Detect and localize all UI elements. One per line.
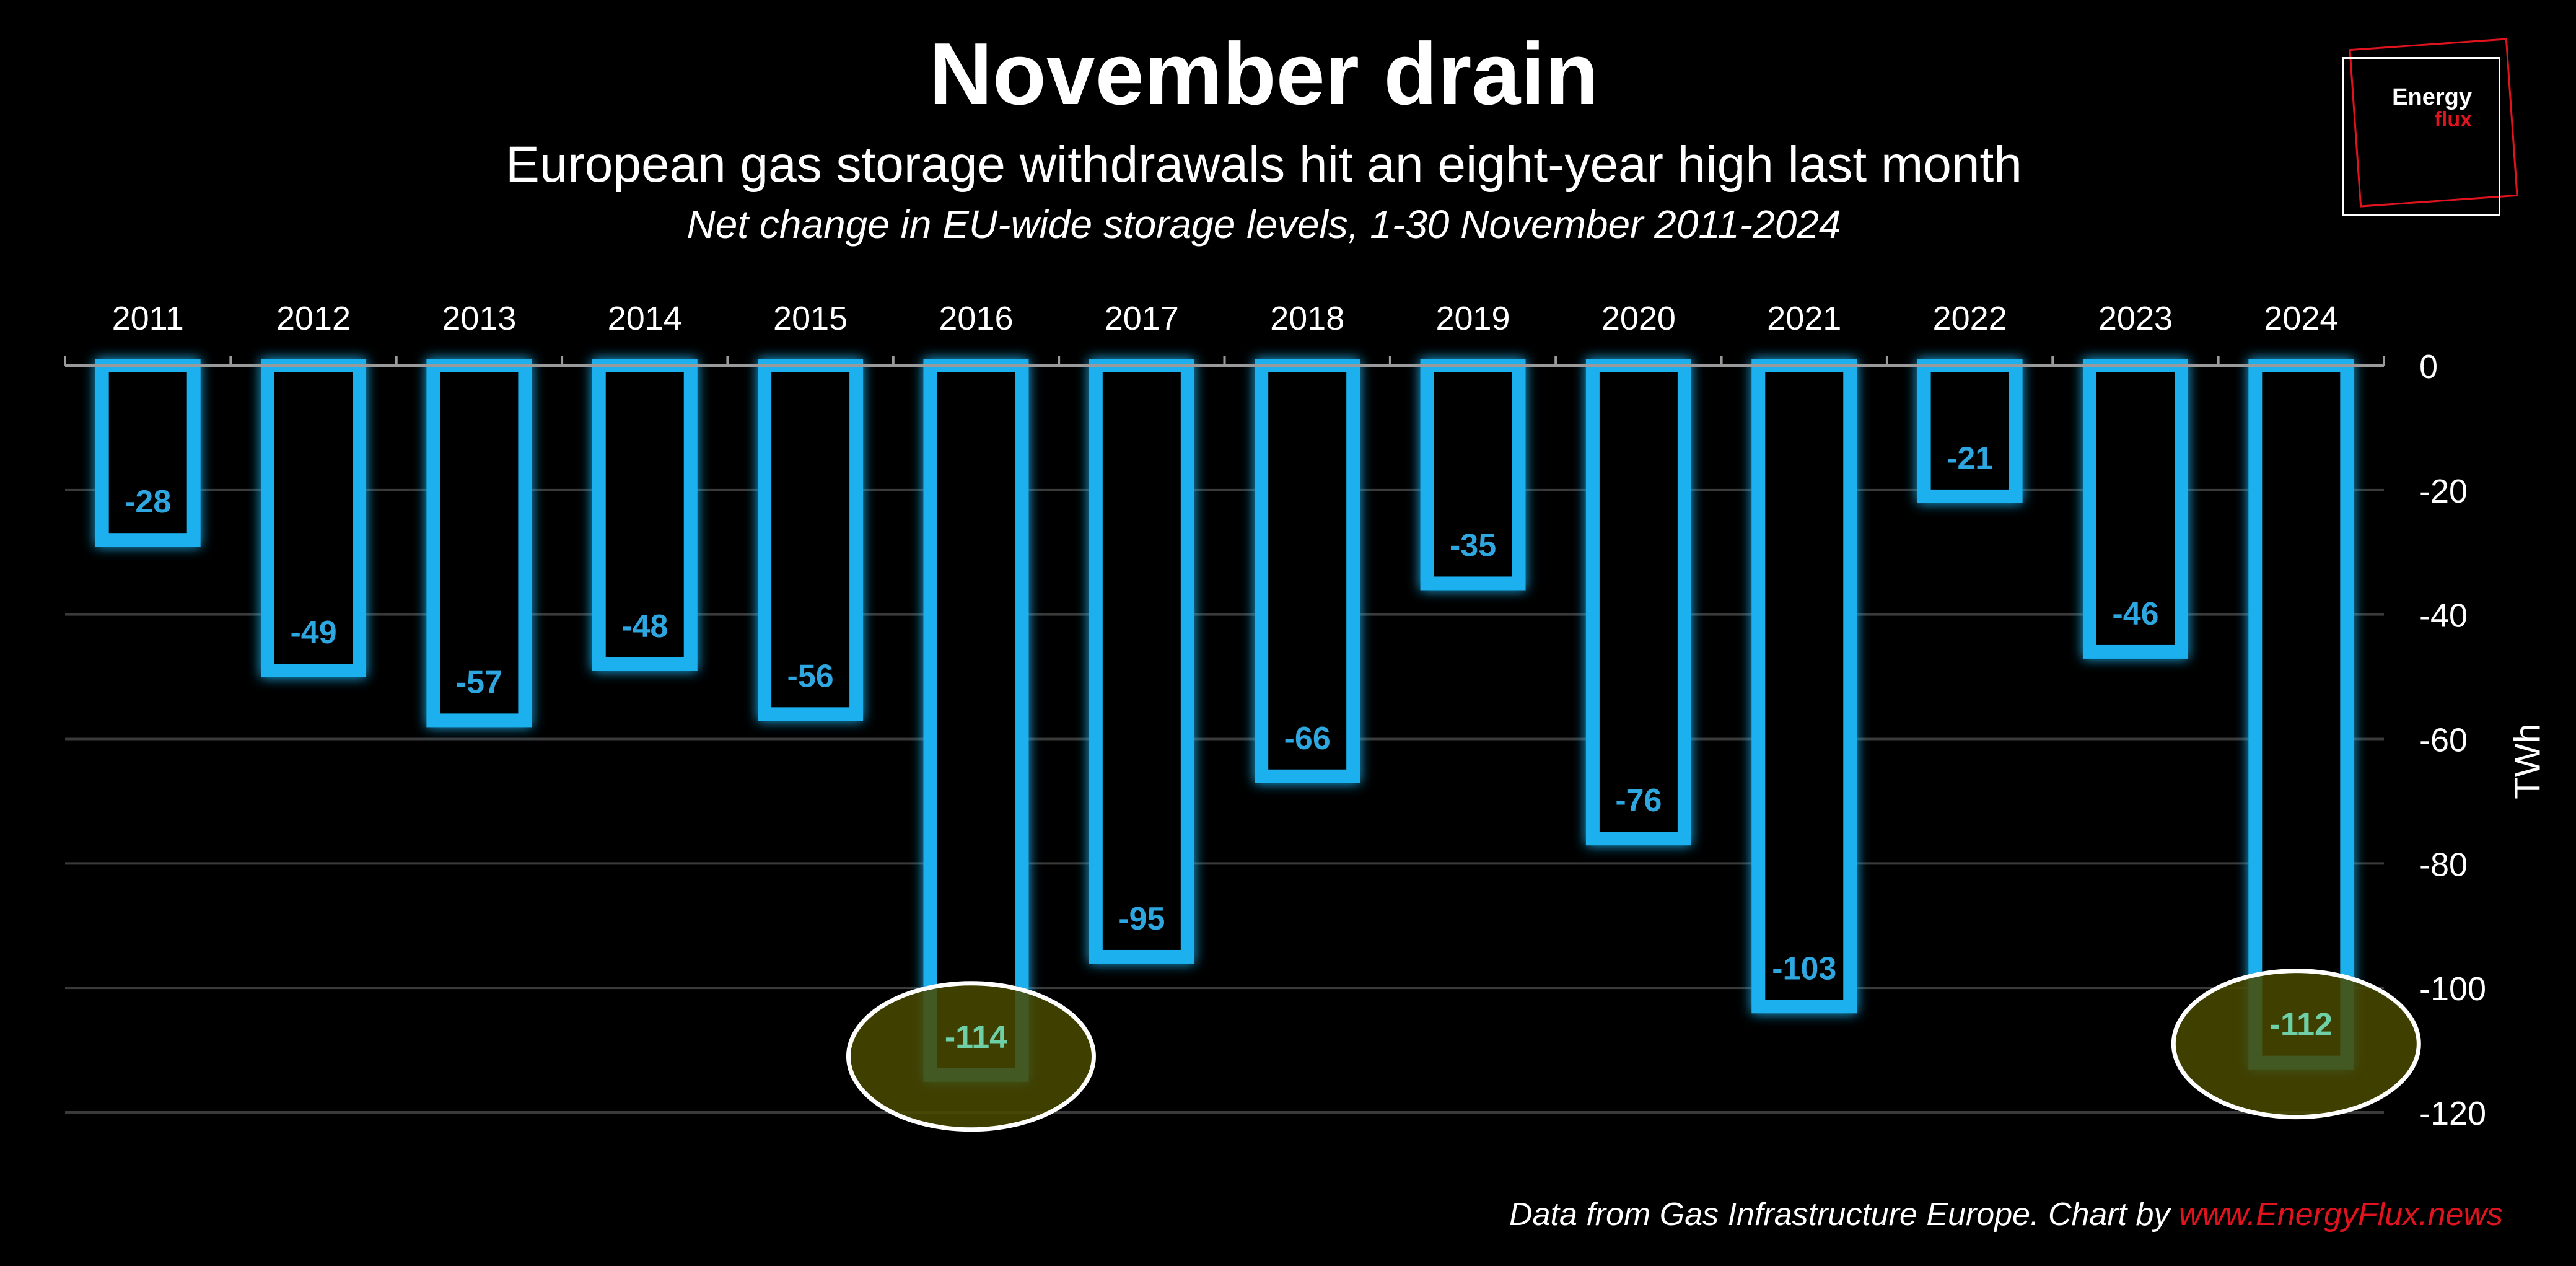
- data-label-2017: -95: [1118, 901, 1165, 937]
- highlight-ellipse-2024: [2171, 969, 2421, 1120]
- bar-2024: [2248, 359, 2354, 1070]
- bar-2021: [1751, 359, 1857, 1014]
- data-label-2018: -66: [1284, 721, 1331, 757]
- highlight-ellipses: [846, 969, 2421, 1132]
- x-tick-label: 2012: [276, 300, 351, 337]
- data-label-2014: -48: [621, 609, 668, 644]
- x-axis: 2011 2012 2013 2014 2015 2016 2017 2018 2019 2020…: [64, 300, 2385, 367]
- x-tick-label: 2015: [773, 300, 848, 337]
- chart-description: Net change in EU-wide storage levels, 1-…: [686, 202, 1841, 247]
- bar-2016: [923, 359, 1029, 1082]
- x-tick-label: 2023: [2098, 300, 2173, 337]
- x-tick-label: 2020: [1601, 300, 1676, 337]
- data-label-2012: -49: [290, 615, 336, 651]
- bar-2017: [1089, 359, 1194, 964]
- y-tick-label: 0: [2419, 348, 2438, 385]
- x-tick-label: 2013: [442, 300, 516, 337]
- bar-2018: [1255, 359, 1360, 783]
- data-label-2015: -56: [787, 658, 834, 694]
- x-tick-label: 2016: [939, 300, 1013, 337]
- y-tick-label: -60: [2419, 722, 2468, 759]
- bar-2022: [1917, 359, 2023, 503]
- value-labels: -28 -49 -57 -48 -56 -114 -95 -66 -35 -76 -103 -21 -4…: [125, 441, 2333, 1055]
- logo-text-energy: Energy: [2392, 84, 2472, 110]
- y-tick-label: -120: [2419, 1095, 2486, 1132]
- bar-2020: [1585, 359, 1691, 846]
- y-axis: 0 -20 -40 -60 -80 -100 -120: [2419, 348, 2486, 1132]
- x-tick-label: 2021: [1767, 300, 1841, 337]
- x-tick-label: 2011: [112, 300, 184, 337]
- source-text: Data from Gas Infrastructure Europe. Cha…: [1509, 1197, 2179, 1233]
- x-tick-label: 2024: [2264, 300, 2338, 337]
- y-tick-label: -100: [2419, 970, 2486, 1008]
- logo-text-flux: flux: [2434, 108, 2472, 131]
- data-label-2016: -114: [945, 1019, 1007, 1055]
- gridlines: [65, 488, 2384, 1114]
- chart-subtitle: European gas storage withdrawals hit an …: [506, 136, 2022, 193]
- highlight-ellipse-2016: [846, 981, 1096, 1132]
- chart-title: November drain: [929, 25, 1599, 123]
- y-axis-label: TWh: [2507, 723, 2548, 799]
- source-note: Data from Gas Infrastructure Europe. Cha…: [1509, 1196, 2503, 1233]
- bars: [95, 359, 2354, 1082]
- data-label-2021: -103: [1772, 951, 1836, 987]
- x-tick-label: 2022: [1933, 300, 2007, 337]
- source-brand-link[interactable]: www.EnergyFlux.news: [2178, 1197, 2503, 1233]
- data-label-2011: -28: [125, 484, 171, 520]
- y-tick-label: -40: [2419, 597, 2468, 635]
- data-label-2020: -76: [1615, 783, 1662, 819]
- energyflux-logo: Energy flux: [2336, 38, 2518, 216]
- x-tick-label: 2019: [1435, 300, 1510, 337]
- data-label-2013: -57: [456, 664, 502, 700]
- x-tick-label: 2017: [1105, 300, 1179, 337]
- y-tick-label: -80: [2419, 846, 2468, 883]
- x-tick-label: 2014: [608, 300, 682, 337]
- x-tick-label: 2018: [1270, 300, 1344, 337]
- data-label-2023: -46: [2112, 596, 2158, 632]
- logo-white-frame: [2342, 57, 2500, 216]
- data-label-2019: -35: [1450, 527, 1496, 563]
- data-label-2024: -112: [2270, 1007, 2333, 1043]
- y-tick-label: -20: [2419, 473, 2468, 510]
- data-label-2022: -21: [1947, 441, 1993, 477]
